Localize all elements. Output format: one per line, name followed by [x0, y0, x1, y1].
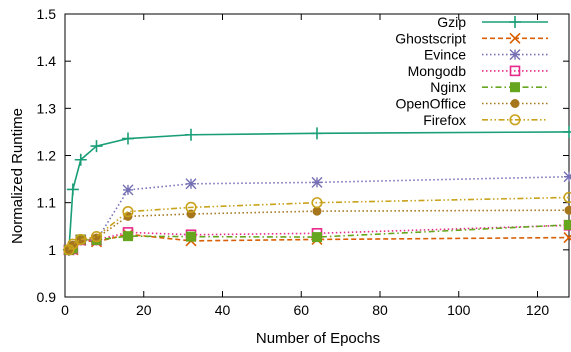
series-line: [68, 196, 570, 251]
legend-marker: [509, 32, 521, 44]
data-point: [90, 231, 103, 243]
data-point: [563, 232, 571, 244]
y-tick-label: 1.5: [37, 6, 57, 22]
plot-area: [64, 13, 570, 298]
data-point: [564, 205, 571, 215]
y-axis-title: Normalized Runtime: [9, 108, 26, 244]
series-nginx: [63, 219, 571, 255]
x-axis-title: Number of Epochs: [256, 330, 380, 347]
legend-marker: [509, 65, 521, 77]
data-point: [564, 219, 571, 230]
data-point: [122, 132, 134, 145]
series-openoffice: [64, 205, 571, 255]
data-point: [311, 197, 323, 209]
data-point: [311, 176, 323, 188]
data-point: [312, 206, 322, 216]
legend-marker: [509, 114, 521, 126]
legend-item: OpenOffice: [395, 96, 548, 112]
data-point: [123, 231, 133, 242]
x-tick-label: 20: [136, 302, 152, 318]
data-point: [185, 128, 197, 141]
data-point: [76, 235, 86, 245]
legend-marker: [509, 16, 521, 28]
legend-item: Nginx: [430, 79, 548, 95]
legend-label: Firefox: [423, 112, 466, 128]
data-point: [563, 191, 571, 204]
legend-item: Firefox: [423, 112, 548, 128]
x-tick-label: 80: [372, 302, 388, 318]
legend-label: Gzip: [437, 14, 466, 30]
series-line: [68, 233, 570, 251]
legend-label: Ghostscript: [395, 30, 466, 46]
series-line: [68, 131, 570, 250]
data-point: [311, 127, 323, 140]
y-tick-label: 1.1: [37, 195, 57, 211]
plot-frame: [64, 13, 570, 298]
legend-marker: [510, 99, 520, 108]
legend-label: Nginx: [430, 79, 466, 95]
series-line: [68, 175, 570, 251]
data-point: [186, 231, 196, 242]
data-point: [66, 183, 79, 196]
x-tick-label: 100: [447, 302, 471, 318]
y-tick-label: 1.2: [37, 148, 57, 164]
data-point: [312, 232, 322, 243]
legend-item: Ghostscript: [395, 30, 548, 46]
data-point: [67, 238, 79, 250]
data-point: [563, 171, 571, 183]
y-tick-label: 1: [48, 242, 56, 258]
legend-marker: [509, 49, 521, 61]
y-tick-label: 1.3: [37, 100, 57, 116]
legend-label: Evince: [424, 47, 466, 63]
data-point: [185, 178, 197, 190]
data-point: [185, 201, 197, 213]
legend-marker: [510, 82, 520, 93]
data-point: [90, 140, 103, 153]
y-tick-label: 0.9: [37, 289, 57, 305]
data-point: [74, 153, 87, 166]
x-tick-label: 40: [215, 302, 231, 318]
x-tick-label: 0: [61, 302, 69, 318]
data-point: [122, 184, 134, 196]
legend-label: Mongodb: [408, 63, 467, 79]
series-group: [62, 125, 571, 256]
y-tick-label: 1.4: [37, 53, 57, 69]
series-line: [68, 224, 570, 251]
legend-item: Gzip: [437, 14, 548, 30]
series-firefox: [63, 191, 571, 256]
data-point: [63, 244, 75, 256]
legend: GzipGhostscriptEvinceMongodbNginxOpenOff…: [395, 14, 548, 128]
data-point: [75, 233, 87, 246]
legend-item: Evince: [424, 47, 548, 63]
data-point: [563, 125, 571, 138]
legend-item: Mongodb: [408, 63, 548, 79]
x-tick-label: 60: [293, 302, 309, 318]
axis-ticks: 0 20 40 60 80 100 120 0.9 1 1.1 1.2 1.3 1.4 1.5: [37, 6, 569, 318]
series-line: [68, 209, 570, 251]
legend-label: OpenOffice: [395, 96, 466, 112]
series-line: [68, 224, 570, 251]
x-tick-label: 120: [526, 302, 550, 318]
data-point: [122, 206, 134, 218]
